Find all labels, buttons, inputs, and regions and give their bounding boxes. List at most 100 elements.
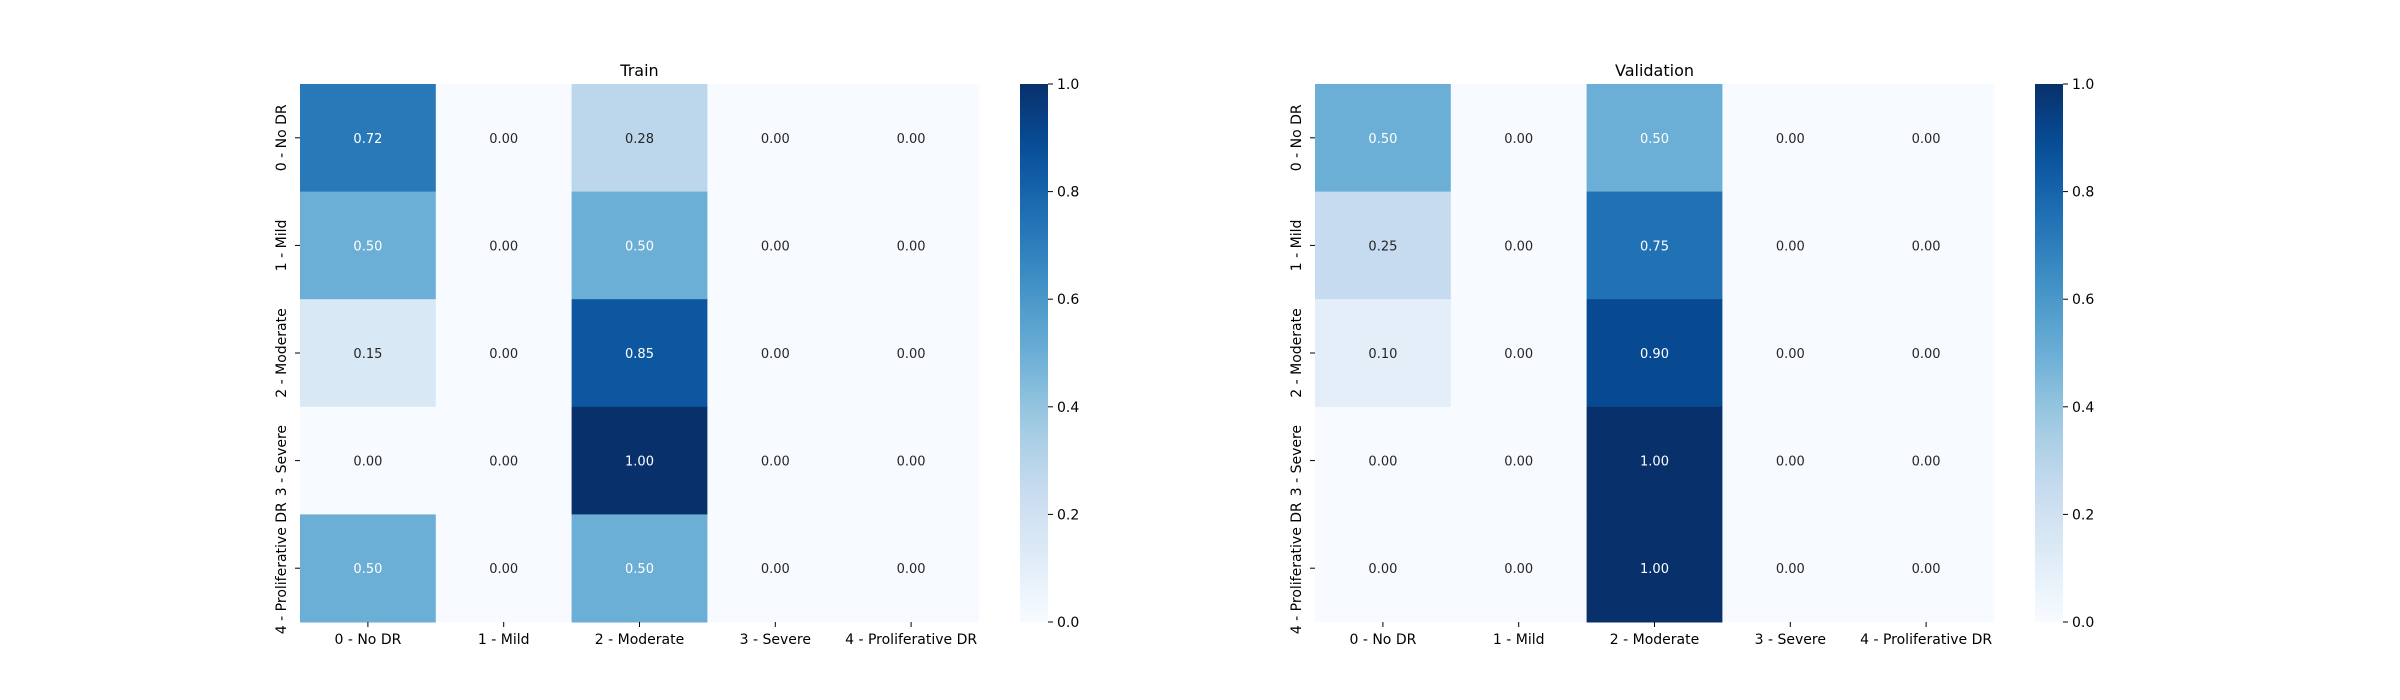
train-cell-value-label: 0.00 xyxy=(897,347,926,362)
train-cell-value-label: 0.00 xyxy=(489,347,518,362)
train-cell xyxy=(707,191,844,300)
validation-cell xyxy=(1315,406,1452,515)
train-cell-value-label: 0.28 xyxy=(625,132,654,147)
validation-x-tick-label: 2 - Moderate xyxy=(1610,632,1699,648)
validation-cell xyxy=(1450,514,1588,623)
train-cell xyxy=(707,406,844,515)
train-cell-value-label: 0.50 xyxy=(353,239,382,254)
validation-x-tick-label: 3 - Severe xyxy=(1755,632,1826,648)
train-cell xyxy=(571,514,708,623)
validation-y-tick-label: 1 - Mild xyxy=(1289,220,1305,272)
train-colorbar-tick-label: 0.8 xyxy=(1057,185,1079,201)
validation-cell xyxy=(1722,514,1859,623)
train-cell-value-label: 0.72 xyxy=(353,132,382,147)
train-x-tick-label: 1 - Mild xyxy=(478,632,530,648)
train-cell xyxy=(571,299,708,408)
train-cell xyxy=(707,299,844,408)
train-cell xyxy=(300,514,437,623)
train-cell xyxy=(843,191,980,300)
train-y-tick-label: 0 - No DR xyxy=(274,104,290,171)
validation-cell-value-label: 0.00 xyxy=(1912,132,1941,147)
train-cell xyxy=(843,299,980,408)
validation-cell-value-label: 0.00 xyxy=(1776,455,1805,470)
train-colorbar xyxy=(1020,84,1048,622)
validation-cell xyxy=(1315,299,1452,408)
train-cell xyxy=(300,299,437,408)
validation-cell xyxy=(1722,406,1859,515)
validation-x-tick-label: 1 - Mild xyxy=(1493,632,1545,648)
train-cell xyxy=(435,406,573,515)
train-cell-value-label: 0.00 xyxy=(761,347,790,362)
validation-y-tick-label: 3 - Severe xyxy=(1289,425,1305,496)
validation-cell-value-label: 0.00 xyxy=(1912,562,1941,577)
validation-cell xyxy=(1858,514,1995,623)
train-cell xyxy=(707,514,844,623)
validation-cell xyxy=(1586,191,1723,300)
validation-cell xyxy=(1586,514,1723,623)
train-cell-value-label: 0.85 xyxy=(625,347,654,362)
train-cell-value-label: 0.00 xyxy=(897,562,926,577)
validation-cell-value-label: 1.00 xyxy=(1640,562,1669,577)
train-colorbar-tick-label: 0.4 xyxy=(1057,400,1079,416)
train-cell-value-label: 0.15 xyxy=(353,347,382,362)
train-cell xyxy=(300,406,437,515)
train-cell-value-label: 0.00 xyxy=(761,239,790,254)
train-cell xyxy=(435,299,573,408)
train-cell xyxy=(843,84,980,193)
train-cell-value-label: 1.00 xyxy=(625,455,654,470)
validation-cell xyxy=(1586,299,1723,408)
validation-chart-title: Validation xyxy=(1615,61,1694,80)
train-colorbar-tick-label: 1.0 xyxy=(1057,77,1079,93)
validation-cell-value-label: 0.10 xyxy=(1368,347,1397,362)
train-cell xyxy=(843,514,980,623)
validation-cell xyxy=(1315,514,1452,623)
validation-y-tick-label: 4 - Proliferative DR xyxy=(1289,502,1305,634)
validation-cell xyxy=(1858,299,1995,408)
validation-heatmap-panel: Validation 0.50 0.00 0.50 0.00 0.00 0.25 0.00 0.… xyxy=(1289,61,2094,648)
validation-cell-value-label: 0.00 xyxy=(1504,347,1533,362)
train-cell-value-label: 0.00 xyxy=(489,455,518,470)
validation-cell-value-label: 0.25 xyxy=(1368,239,1397,254)
train-x-tick-label: 2 - Moderate xyxy=(595,632,684,648)
validation-cell xyxy=(1450,406,1588,515)
validation-cell-value-label: 0.00 xyxy=(1504,132,1533,147)
validation-cell-value-label: 0.00 xyxy=(1912,455,1941,470)
validation-cell-value-label: 0.00 xyxy=(1504,562,1533,577)
validation-y-tick-label: 2 - Moderate xyxy=(1289,308,1305,397)
train-y-tick-label: 1 - Mild xyxy=(274,220,290,272)
train-cell xyxy=(707,84,844,193)
validation-cell-value-label: 0.00 xyxy=(1504,455,1533,470)
validation-cell xyxy=(1722,84,1859,193)
train-cell-value-label: 0.00 xyxy=(489,132,518,147)
validation-cell xyxy=(1858,84,1995,193)
validation-colorbar-tick-label: 0.6 xyxy=(2072,292,2094,308)
train-cell-value-label: 0.00 xyxy=(761,455,790,470)
validation-cell-value-label: 0.00 xyxy=(1368,562,1397,577)
train-cell xyxy=(435,514,573,623)
train-cell xyxy=(435,191,573,300)
train-y-tick-label: 4 - Proliferative DR xyxy=(274,502,290,634)
validation-cell-value-label: 0.00 xyxy=(1368,455,1397,470)
train-y-tick-label: 2 - Moderate xyxy=(274,308,290,397)
validation-cell xyxy=(1315,191,1452,300)
validation-cell-value-label: 0.90 xyxy=(1640,347,1669,362)
validation-cell-value-label: 0.00 xyxy=(1912,239,1941,254)
train-cell xyxy=(300,84,437,193)
validation-y-tick-label: 0 - No DR xyxy=(1289,104,1305,171)
validation-cell xyxy=(1450,84,1588,193)
train-cell-value-label: 0.00 xyxy=(489,239,518,254)
train-cell-value-label: 0.00 xyxy=(489,562,518,577)
train-cell-value-label: 0.00 xyxy=(761,132,790,147)
validation-cell xyxy=(1858,191,1995,300)
validation-colorbar-tick-label: 0.8 xyxy=(2072,185,2094,201)
train-cell-value-label: 0.00 xyxy=(353,455,382,470)
validation-cell-value-label: 0.00 xyxy=(1776,347,1805,362)
train-cell-value-label: 0.50 xyxy=(625,239,654,254)
validation-cell xyxy=(1450,191,1588,300)
train-colorbar-tick-label: 0.2 xyxy=(1057,507,1079,523)
validation-cell xyxy=(1722,191,1859,300)
validation-cell-value-label: 0.50 xyxy=(1368,132,1397,147)
validation-colorbar xyxy=(2035,84,2063,622)
train-x-tick-label: 3 - Severe xyxy=(740,632,811,648)
